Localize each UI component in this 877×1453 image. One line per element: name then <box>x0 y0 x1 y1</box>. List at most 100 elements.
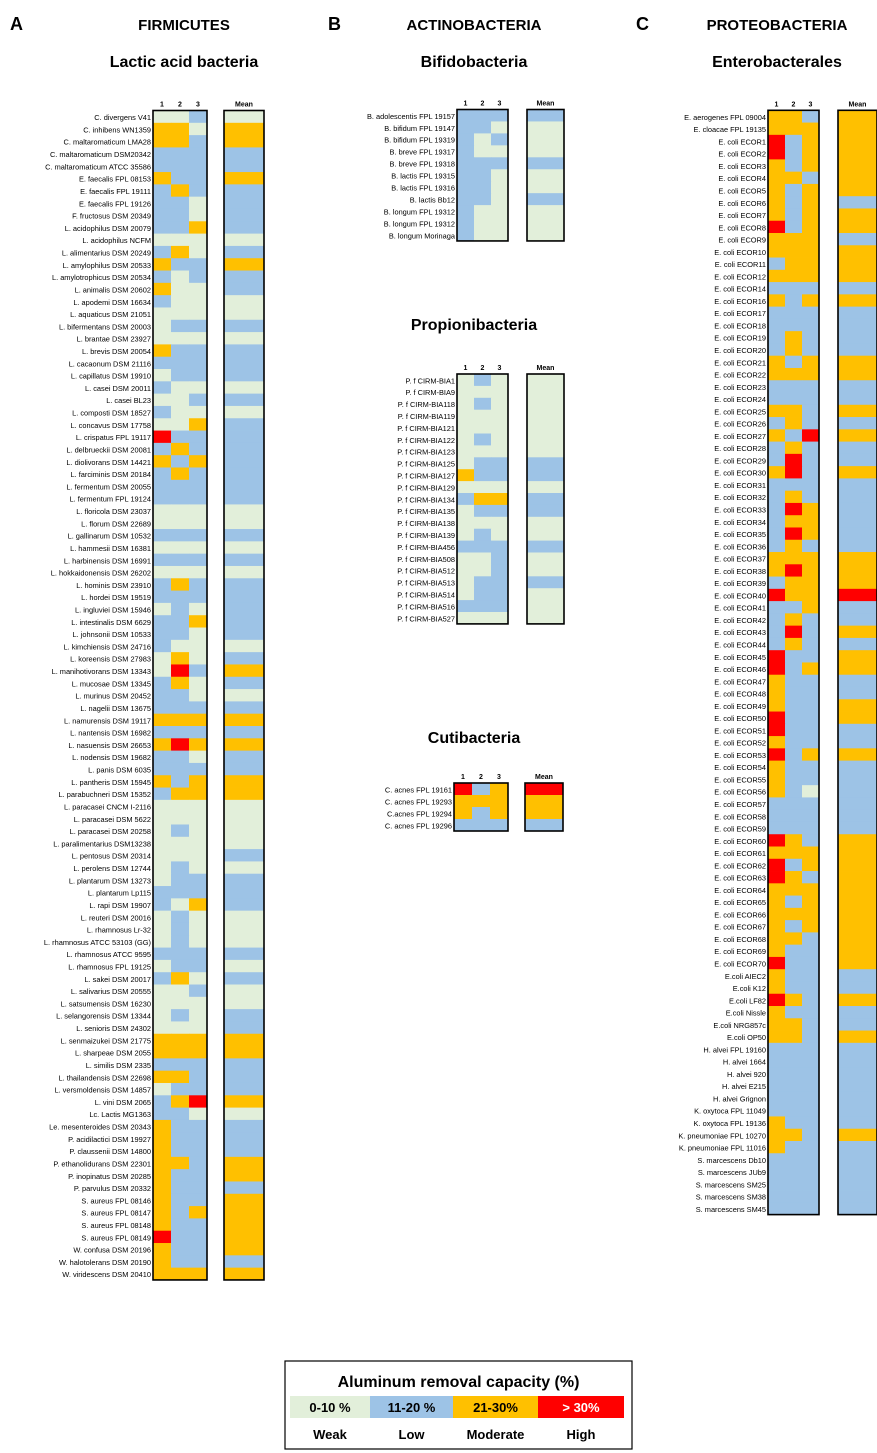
row-label: L. paracasei DSM 20258 <box>70 827 151 836</box>
row-label: P. acidilactici DSM 19927 <box>68 1135 151 1144</box>
heatmap-cell <box>785 392 803 406</box>
heatmap-cell <box>171 344 190 358</box>
row-label: E. coli ECOR70 <box>714 960 766 969</box>
heatmap-cell <box>171 381 190 395</box>
heatmap-mean-cell <box>224 282 264 296</box>
row-label: E. coli ECOR41 <box>714 604 766 613</box>
heatmap-mean-cell <box>838 748 877 762</box>
row-label: L. capillatus DSM 19910 <box>71 372 151 381</box>
heatmap-cell <box>153 110 172 124</box>
heatmap-cell <box>768 858 786 872</box>
column-header: 2 <box>178 102 182 109</box>
heatmap-cell <box>171 775 190 788</box>
row-label: L. namurensis DSM 19117 <box>64 716 151 725</box>
heatmap-cell <box>802 134 820 148</box>
heatmap-cell <box>171 172 190 185</box>
row-label: B. breve FPL 19318 <box>390 160 455 169</box>
row-label: S. marcescens SM45 <box>696 1205 766 1214</box>
heatmap-cell <box>474 121 492 134</box>
heatmap-cell <box>491 121 509 134</box>
heatmap-cell <box>153 873 172 887</box>
heatmap-cell <box>189 713 208 727</box>
heatmap-cell <box>785 895 803 909</box>
row-label: L. senmaizukei DSM 21775 <box>61 1036 151 1045</box>
row-label: L. perolens DSM 12744 <box>73 864 151 873</box>
row-label: E. aerogenes FPL 09004 <box>684 113 766 122</box>
heatmap-cell <box>153 1021 172 1035</box>
column-header: 1 <box>464 101 468 108</box>
heatmap-mean-cell <box>224 738 264 752</box>
group-title: Cutibacteria <box>428 730 521 747</box>
heatmap-cell <box>768 760 786 774</box>
heatmap-cell <box>189 1193 208 1207</box>
heatmap-cell <box>457 109 475 122</box>
heatmap-cell <box>802 490 820 504</box>
row-label: Lc. Lactis MG1363 <box>89 1110 151 1119</box>
heatmap-cell <box>153 393 172 407</box>
heatmap-cell <box>457 528 475 541</box>
heatmap-mean-cell <box>527 133 564 146</box>
heatmap-cell <box>490 795 509 808</box>
heatmap-cell <box>472 783 491 796</box>
heatmap-cell <box>153 1230 172 1244</box>
heatmap-cell <box>457 409 475 422</box>
heatmap-cell <box>153 627 172 641</box>
heatmap-mean-cell <box>838 515 877 528</box>
heatmap-group: Lactic acid bacteria 1 2 3 Mean C. divergens … <box>44 54 265 1281</box>
heatmap-mean-cell <box>224 307 264 321</box>
heatmap-cell <box>768 552 786 565</box>
row-label: E. coli ECOR34 <box>714 518 766 527</box>
heatmap-mean-cell <box>525 783 563 796</box>
heatmap-cell <box>189 947 208 961</box>
heatmap-cell <box>189 1206 208 1219</box>
heatmap-cell <box>785 846 803 860</box>
heatmap-cell <box>189 172 208 185</box>
heatmap-cell <box>153 1218 172 1232</box>
heatmap-cell <box>474 229 492 242</box>
heatmap-cell <box>457 433 475 446</box>
row-label: B. lactis Bb12 <box>410 195 455 204</box>
heatmap-cell <box>785 380 803 393</box>
row-label: E. coli ECOR24 <box>714 395 766 404</box>
heatmap-cell <box>474 169 492 182</box>
heatmap-mean-cell <box>838 895 877 909</box>
heatmap-mean-cell <box>224 1009 264 1022</box>
heatmap-cell <box>768 711 786 725</box>
heatmap-cell <box>457 552 475 565</box>
heatmap-cell <box>171 910 190 924</box>
column-header: 3 <box>498 365 502 372</box>
heatmap-cell <box>802 858 820 872</box>
heatmap-cell <box>189 159 208 173</box>
row-label: L. hordei DSM 19519 <box>81 593 151 602</box>
heatmap-cell <box>474 217 492 230</box>
heatmap-cell <box>153 184 172 198</box>
row-label: C. maltaromaticum ATCC 35586 <box>45 162 151 171</box>
heatmap-cell <box>474 374 492 387</box>
row-label: W. halotolerans DSM 20190 <box>59 1258 151 1267</box>
heatmap-cell <box>474 421 492 434</box>
legend-swatch-weak <box>290 1396 370 1418</box>
heatmap-cell <box>474 205 492 218</box>
heatmap-cell <box>785 1104 803 1117</box>
heatmap-cell <box>153 479 172 493</box>
heatmap-cell <box>802 1006 820 1019</box>
heatmap-cell <box>171 1144 190 1158</box>
heatmap-cell <box>153 1132 172 1145</box>
row-label: L. satsumensis DSM 16230 <box>61 999 151 1008</box>
row-label: S. aureus FPL 08146 <box>81 1196 151 1205</box>
row-label: E. coli ECOR56 <box>714 788 766 797</box>
heatmap-cell <box>171 184 190 198</box>
heatmap-mean-cell <box>527 181 564 194</box>
heatmap-cell <box>171 1058 190 1072</box>
row-label: B. longum FPL 19312 <box>384 219 455 228</box>
row-label: E.coli AIEC2 <box>725 972 766 981</box>
mean-border <box>223 109 265 1281</box>
heatmap-cell <box>189 541 208 555</box>
heatmap-cell <box>768 944 786 958</box>
heatmap-cell <box>189 553 208 567</box>
row-label: E. coli ECOR43 <box>714 628 766 637</box>
heatmap-cell <box>171 455 190 468</box>
row-label: P. claussenii DSM 14800 <box>69 1147 151 1156</box>
heatmap-mean-cell <box>838 1104 877 1117</box>
heatmap-cell <box>189 319 208 333</box>
